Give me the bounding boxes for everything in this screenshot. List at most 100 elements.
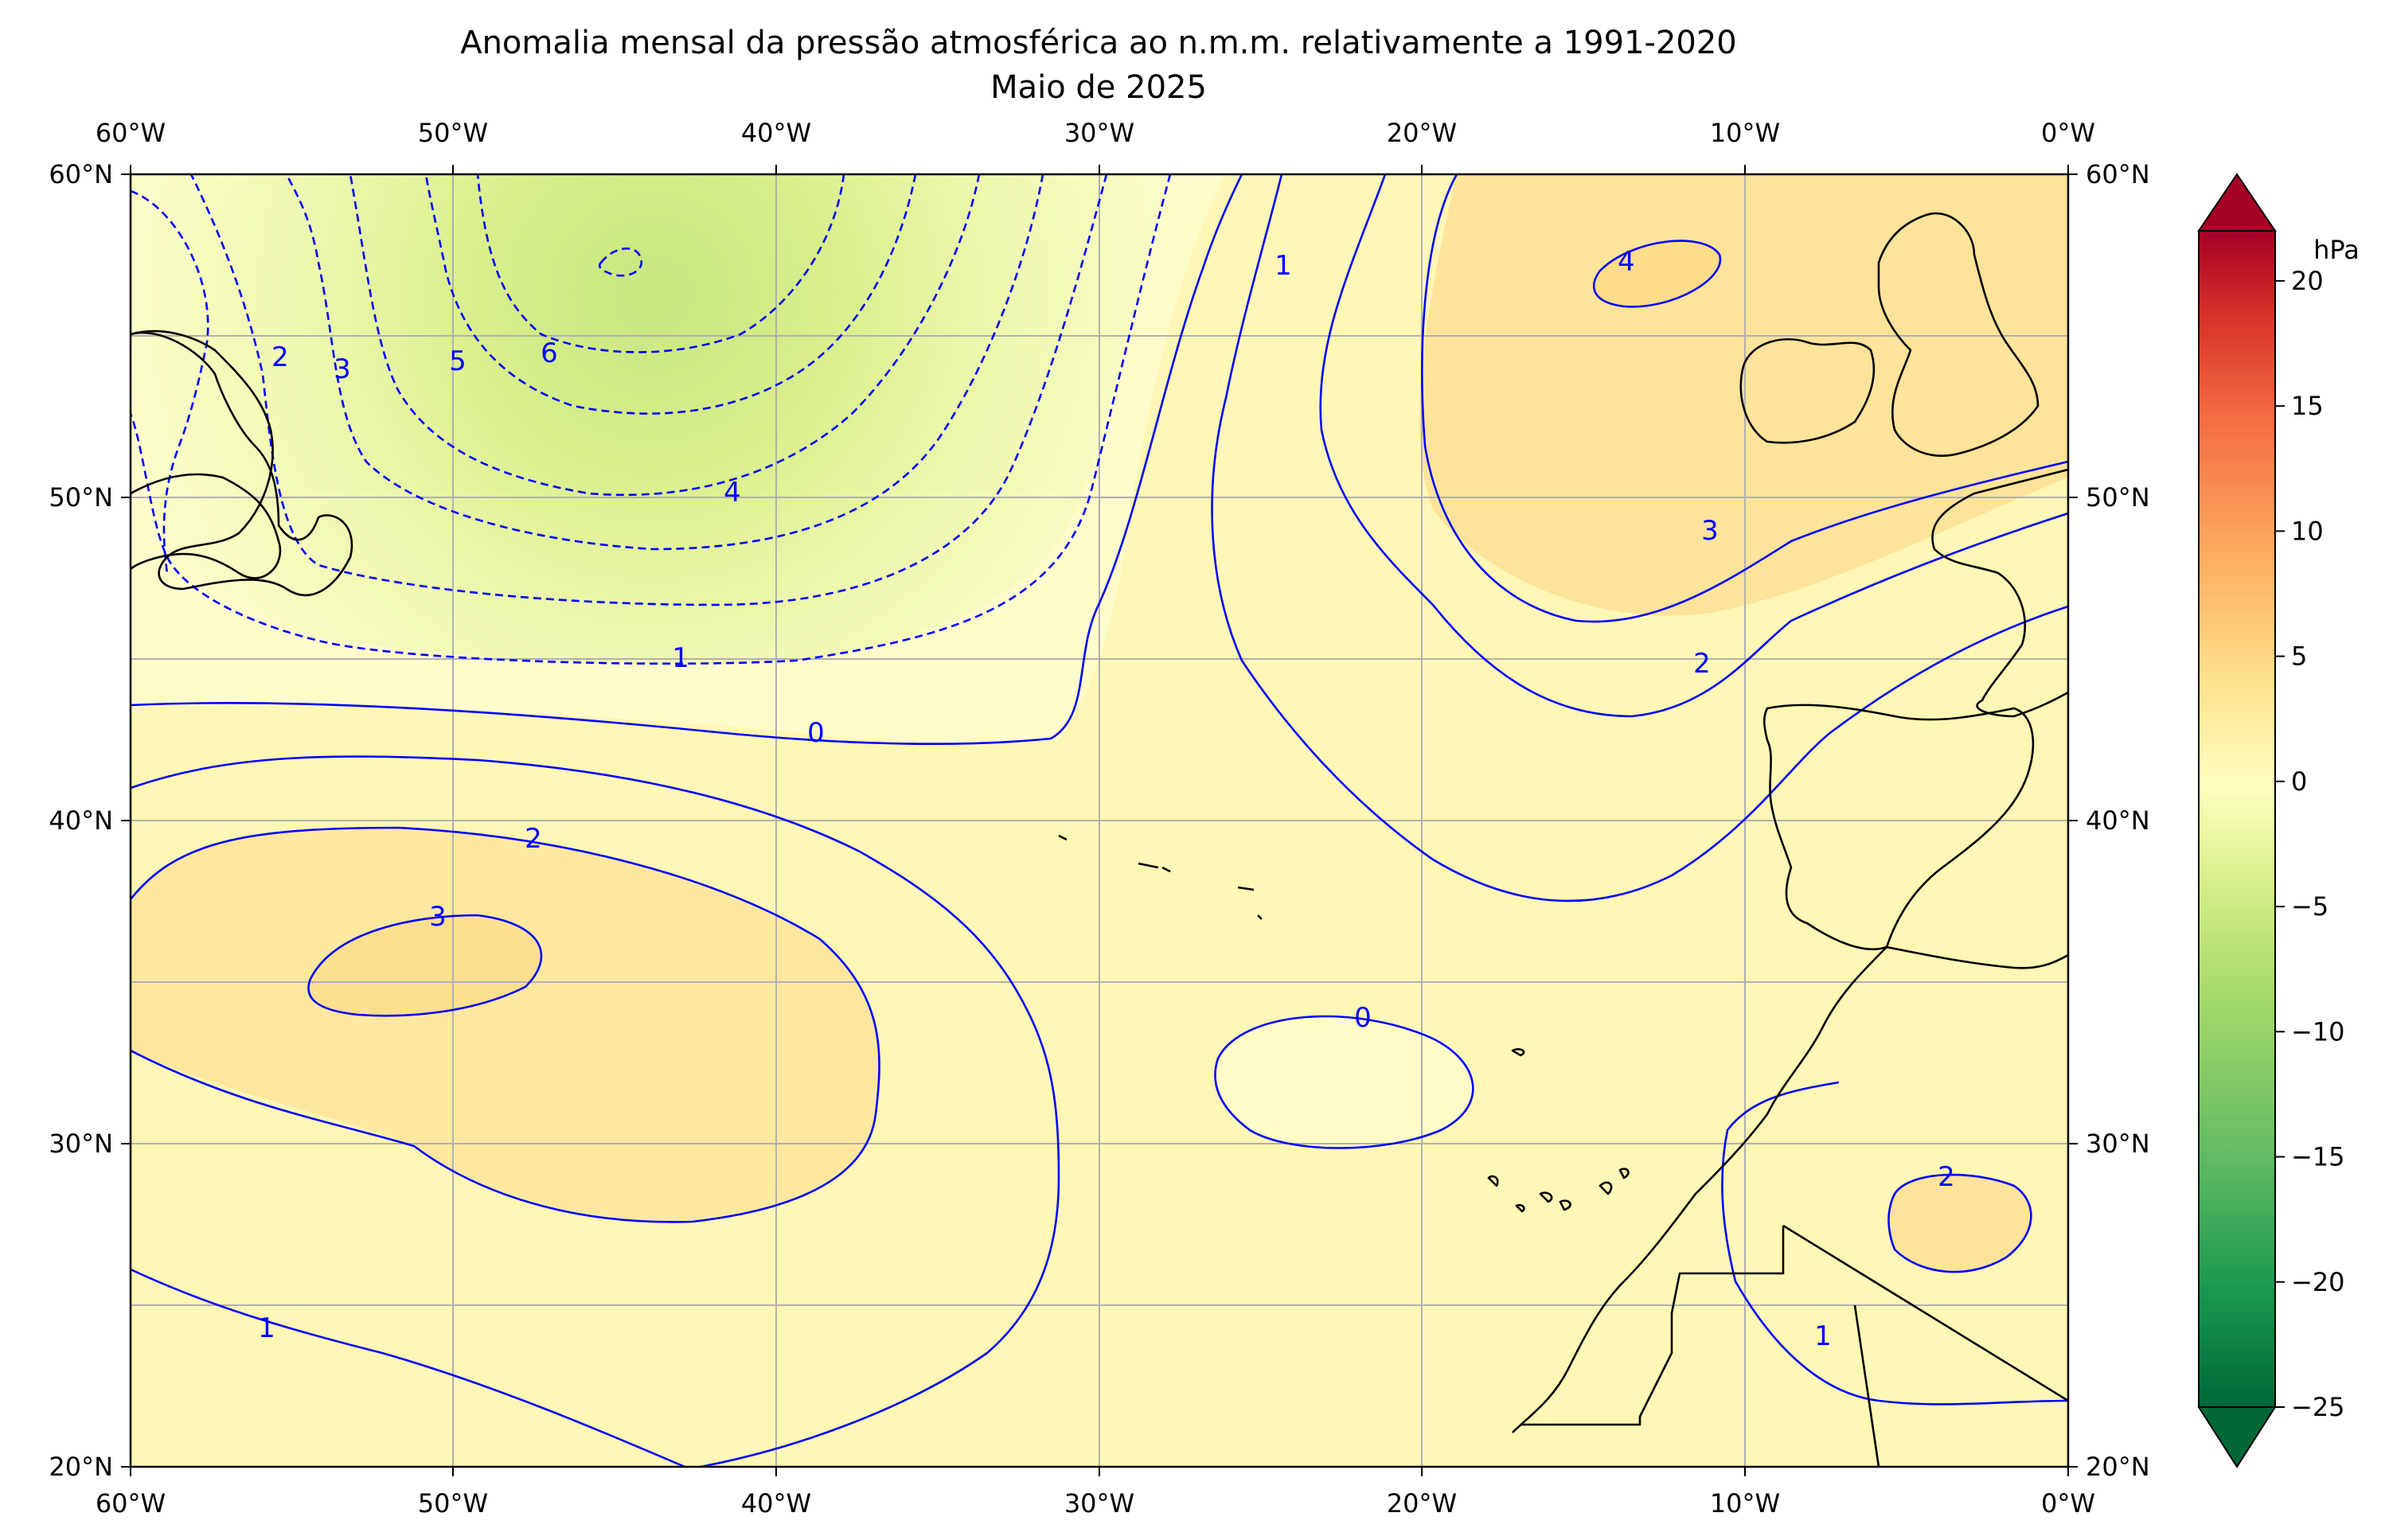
contour-plus-2-ne bbox=[1319, 174, 2068, 718]
anomaly-field-positive-sw bbox=[131, 828, 880, 1222]
contour-minus-6 bbox=[476, 174, 845, 353]
colorbar: hPa 20 15 10 5 0 −5 −10 −15 −20 −25 bbox=[2197, 173, 2360, 1468]
contour-label: 2 bbox=[1938, 1161, 1955, 1193]
contour-label: 6 bbox=[541, 337, 558, 369]
contour-label: 0 bbox=[807, 717, 825, 749]
lat-labels-left: 60°N 50°N 40°N 30°N 20°N bbox=[49, 159, 113, 1482]
contour-label: 4 bbox=[724, 477, 741, 509]
colorbar-unit: hPa bbox=[2313, 235, 2360, 265]
lon-label: 0°W bbox=[2041, 1488, 2095, 1519]
lon-label: 50°W bbox=[418, 1488, 488, 1519]
contour-label: 1 bbox=[672, 642, 689, 674]
lon-label: 30°W bbox=[1064, 118, 1134, 148]
colorbar-ticks: 20 15 10 5 0 −5 −10 −15 −20 −25 bbox=[2275, 266, 2345, 1422]
lon-label: 40°W bbox=[741, 1488, 811, 1519]
contour-label: 3 bbox=[429, 901, 447, 933]
anomaly-field-negative-low bbox=[131, 174, 1170, 664]
figure-title: Anomalia mensal da pressão atmosférica a… bbox=[460, 25, 1737, 61]
colorbar-tick-label: 0 bbox=[2291, 766, 2307, 797]
contour-label: 3 bbox=[334, 353, 351, 385]
contour-minus-left bbox=[131, 189, 209, 574]
contour-minus-2 bbox=[189, 174, 1108, 606]
anomaly-field-positive-sw-core bbox=[308, 915, 541, 1016]
borders-sahara bbox=[1520, 1224, 2068, 1467]
contour-label: 1 bbox=[1274, 250, 1292, 282]
lon-label: 10°W bbox=[1710, 118, 1780, 148]
coast-newfoundland bbox=[131, 329, 353, 597]
lat-label: 60°N bbox=[49, 159, 113, 189]
contour-label: 2 bbox=[525, 823, 542, 855]
lon-label: 50°W bbox=[418, 118, 488, 148]
lat-label: 60°N bbox=[2086, 159, 2150, 189]
lat-label: 50°N bbox=[49, 482, 113, 513]
colorbar-tick-label: −20 bbox=[2291, 1267, 2345, 1297]
lat-label: 40°N bbox=[49, 805, 113, 836]
contour-label: 3 bbox=[1701, 515, 1719, 547]
colorbar-body bbox=[2198, 230, 2276, 1408]
contour-plus-1-south bbox=[131, 755, 2068, 1467]
lon-label: 10°W bbox=[1710, 1488, 1780, 1519]
colorbar-tick-label: 5 bbox=[2291, 641, 2307, 672]
colorbar-extend-max bbox=[2197, 173, 2277, 232]
contour-minus-1 bbox=[131, 174, 1172, 665]
anomaly-field-positive-africa bbox=[1888, 1175, 2032, 1273]
contour-plus-3-sw bbox=[307, 914, 543, 1017]
coast-iberia bbox=[1762, 704, 2035, 950]
coastlines bbox=[131, 212, 2068, 1467]
lon-label: 20°W bbox=[1387, 118, 1457, 148]
lon-labels-bottom: 60°W 50°W 40°W 30°W 20°W 10°W 0°W bbox=[96, 1488, 2095, 1519]
negative-contours bbox=[131, 174, 1172, 665]
anomaly-field-positive-ne bbox=[1419, 174, 2068, 616]
contour-zero-se bbox=[1214, 1015, 1474, 1149]
contour-plus-4-ne bbox=[1593, 240, 1722, 308]
lon-label: 60°W bbox=[96, 118, 166, 148]
lon-label: 0°W bbox=[2041, 118, 2095, 148]
lat-label: 50°N bbox=[2086, 482, 2150, 513]
colorbar-extend-min bbox=[2197, 1406, 2277, 1468]
colorbar-tick-label: −15 bbox=[2291, 1142, 2345, 1172]
colorbar-tick-label: 20 bbox=[2291, 266, 2324, 296]
contour-minus-4 bbox=[349, 174, 981, 497]
contour-label: 2 bbox=[1693, 648, 1711, 680]
anomaly-field-positive-ne-core bbox=[1594, 240, 1720, 307]
colorbar-tick-label: 10 bbox=[2291, 516, 2324, 546]
positive-contours bbox=[131, 174, 2068, 1467]
coast-british-isles bbox=[1739, 212, 2040, 457]
contour-zero bbox=[131, 174, 1243, 745]
contour-plus-1 bbox=[1211, 174, 2068, 903]
map-panel: 6 5 4 3 2 1 0 0 1 1 1 2 2 2 3 3 4 bbox=[131, 174, 2068, 1467]
lon-labels-top: 60°W 50°W 40°W 30°W 20°W 10°W 0°W bbox=[96, 118, 2095, 148]
axis-ticks bbox=[121, 165, 2078, 1476]
coast-nova-scotia bbox=[131, 473, 282, 579]
anomaly-field-near-zero-se bbox=[1215, 1016, 1474, 1148]
coast-canary-islands bbox=[1487, 1168, 1630, 1213]
lon-label: 30°W bbox=[1064, 1488, 1134, 1519]
colorbar-tick-label: −5 bbox=[2291, 891, 2328, 922]
colorbar-tick-label: 15 bbox=[2291, 391, 2324, 421]
coast-france bbox=[1931, 468, 2068, 718]
lat-label: 20°N bbox=[2086, 1452, 2150, 1482]
contour-plus-2-sw bbox=[131, 826, 880, 1223]
lon-label: 20°W bbox=[1387, 1488, 1457, 1519]
contour-labels: 6 5 4 3 2 1 0 0 1 1 1 2 2 2 3 3 4 bbox=[258, 246, 1955, 1352]
contour-label: 0 bbox=[1354, 1002, 1372, 1034]
contour-label: 4 bbox=[1618, 246, 1635, 278]
coast-madeira bbox=[1511, 1047, 1525, 1057]
contour-label: 5 bbox=[449, 345, 466, 377]
contour-label: 2 bbox=[271, 341, 289, 373]
lat-label: 40°N bbox=[2086, 805, 2150, 836]
lat-label: 20°N bbox=[49, 1452, 113, 1482]
figure-subtitle: Maio de 2025 bbox=[990, 69, 1207, 106]
contour-plus-3-ne bbox=[1421, 174, 2068, 623]
contour-label: 1 bbox=[1814, 1320, 1832, 1352]
lon-label: 40°W bbox=[741, 118, 811, 148]
contour-label: 1 bbox=[258, 1312, 275, 1344]
contour-minus-7 bbox=[598, 247, 643, 277]
lon-label: 60°W bbox=[96, 1488, 166, 1519]
colorbar-tick-label: −10 bbox=[2291, 1016, 2345, 1047]
contour-minus-3 bbox=[285, 174, 1044, 551]
coast-azores bbox=[1058, 834, 1263, 920]
coast-north-africa bbox=[1512, 945, 2068, 1433]
contour-plus-2-africa bbox=[1887, 1173, 2032, 1273]
